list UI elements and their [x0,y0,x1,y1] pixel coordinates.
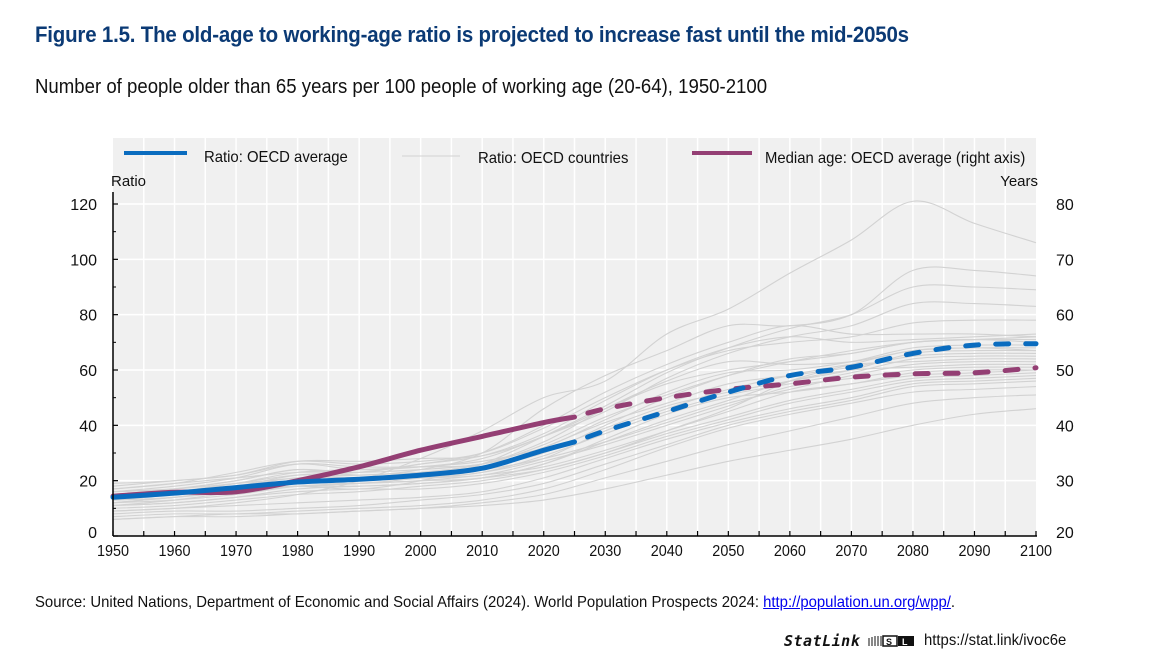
median-age-line-projection [572,365,1039,420]
x-tick-label: 2100 [1020,542,1052,560]
y2-tick-label: 40 [1056,418,1074,435]
x-axis-ticks: 1950 1960 1970 1980 1990 2000 2010 2020 2030 2040… [97,531,1052,560]
country-line [112,377,1037,512]
country-line [112,369,1037,507]
y2-tick-label: 30 [1056,474,1074,491]
country-line [112,336,1037,493]
svg-text:L: L [902,637,908,647]
x-tick-label: 1980 [282,542,314,560]
y-tick-label: 60 [79,363,97,380]
average-series [110,341,1039,500]
oecd-average-line-historical [110,439,577,500]
country-line [112,200,1037,512]
x-tick-label: 2010 [466,542,498,560]
legend-label-oecd-countries: Ratio: OECD countries [478,150,629,168]
y-tick-label: 80 [79,308,97,325]
y2-tick-label: 80 [1056,197,1074,214]
country-line [112,374,1037,507]
source-note: Source: United Nations, Department of Ec… [35,594,955,612]
country-line [112,325,1037,501]
x-tick-label: 2090 [958,542,990,560]
country-line [112,344,1037,498]
country-line [112,333,1037,496]
y-tick-label: 0 [88,525,97,542]
y2-tick-label: 60 [1056,308,1074,325]
x-tick-label: 2020 [528,542,560,560]
country-line [112,338,1037,493]
country-line [112,394,1037,520]
y-tick-label: 20 [79,474,97,491]
y-axis-ticks-left: 0 20 40 60 80 100 120 [70,197,118,542]
line-chart: Ratio: OECD average Ratio: OECD countrie… [70,138,1074,560]
source-text: Source: United Nations, Department of Ec… [35,594,764,611]
x-tick-label: 2080 [897,542,929,560]
x-tick-label: 1970 [220,542,252,560]
statlink-logo-icon: S L [868,635,915,647]
x-tick-label: 2040 [651,542,683,560]
country-line [112,408,1037,520]
x-tick-label: 2070 [835,542,867,560]
source-suffix: . [950,594,956,611]
x-tick-label: 1960 [159,542,191,560]
y-tick-label: 100 [70,252,97,269]
y-axis-label-left: Ratio [111,173,146,190]
y2-tick-label: 70 [1056,252,1074,269]
legend-label-median-age: Median age: OECD average (right axis) [765,150,1025,168]
statlink-brand: StatLink [784,632,861,650]
x-tick-label: 1950 [97,542,129,560]
y-axis-label-right: Years [1000,173,1038,190]
x-tick-label: 2060 [774,542,806,560]
country-line [112,319,1037,490]
x-tick-label: 1990 [343,542,375,560]
figure-subtitle: Number of people older than 65 years per… [35,76,768,98]
country-line [112,369,1037,504]
y-axis-ticks-right: 20 30 40 50 60 70 80 [1056,197,1074,542]
y2-tick-label: 20 [1056,525,1074,542]
statlink-url[interactable]: https://stat.link/ivoc6e [924,632,1067,649]
statlink: StatLink S L https://stat.link/ivoc6e [784,632,1077,650]
y-tick-label: 120 [70,197,97,214]
country-line [112,386,1037,518]
figure-title: Figure 1.5. The old-age to working-age r… [35,22,909,47]
oecd-average-line-projection [572,341,1039,445]
legend: Ratio: OECD average Ratio: OECD countrie… [124,149,1025,168]
source-link[interactable]: http://population.un.org/wpp/ [763,594,951,611]
country-line [112,380,1037,515]
svg-text:S: S [886,637,892,647]
y-tick-label: 40 [79,418,97,435]
x-tick-label: 2050 [712,542,744,560]
y2-tick-label: 50 [1056,363,1074,380]
legend-label-oecd-average: Ratio: OECD average [204,149,348,167]
x-tick-label: 2000 [405,542,437,560]
x-tick-label: 2030 [589,542,621,560]
